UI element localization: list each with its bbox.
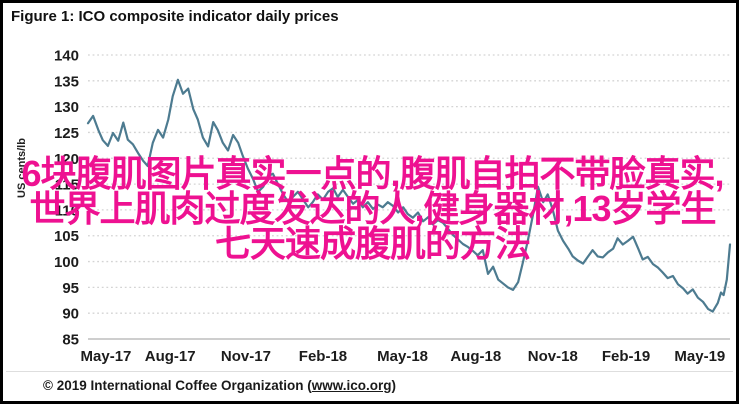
x-tick-label: Nov-17 — [221, 348, 271, 365]
y-tick-label: 105 — [54, 228, 79, 245]
x-tick-label: Feb-19 — [602, 348, 650, 365]
figure-title: Figure 1: ICO composite indicator daily … — [11, 8, 339, 25]
y-tick-label: 130 — [54, 99, 79, 116]
copyright-prefix: © 2019 International Coffee Organization… — [43, 378, 312, 393]
x-tick-label: May-19 — [674, 348, 725, 365]
copyright-text: © 2019 International Coffee Organization… — [43, 378, 396, 393]
y-tick-label: 135 — [54, 73, 79, 90]
y-axis-title: US cents/lb — [16, 138, 28, 198]
x-tick-label: Aug-17 — [145, 348, 196, 365]
price-series-line — [86, 78, 732, 313]
x-tick-label: May-17 — [81, 348, 132, 365]
copyright-suffix: ) — [391, 378, 397, 393]
x-tick-label: Aug-18 — [450, 348, 501, 365]
y-tick-label: 115 — [55, 177, 79, 194]
y-tick-label: 120 — [54, 151, 79, 168]
ico-website-link[interactable]: www.ico.org — [311, 378, 392, 393]
x-tick-label: Nov-18 — [528, 348, 578, 365]
footer-divider — [6, 371, 733, 372]
y-tick-label: 140 — [54, 48, 79, 65]
x-tick-label: Feb-18 — [299, 348, 347, 365]
y-tick-label: 85 — [62, 332, 79, 349]
y-tick-label: 90 — [62, 306, 79, 323]
x-tick-label: May-18 — [377, 348, 428, 365]
y-tick-label: 110 — [55, 202, 79, 219]
y-tick-label: 125 — [54, 125, 79, 142]
y-tick-label: 100 — [54, 254, 79, 271]
y-tick-label: 95 — [62, 280, 79, 297]
